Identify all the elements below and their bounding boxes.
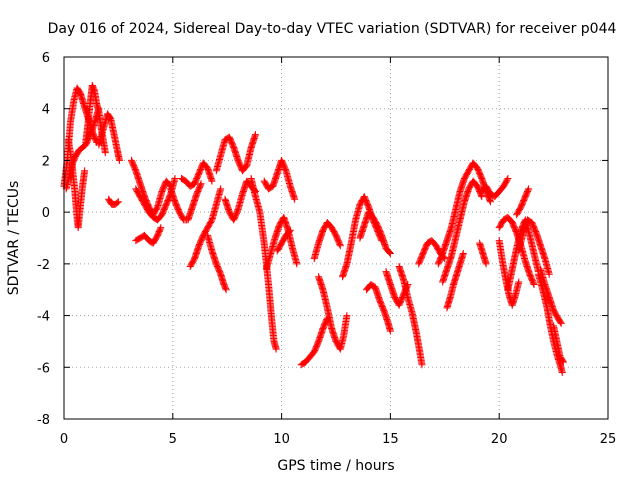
series-arc-24 <box>356 208 394 258</box>
data-point <box>293 260 301 268</box>
data-point <box>503 176 511 184</box>
data-point <box>557 319 565 327</box>
series-arc-13 <box>204 231 230 294</box>
series-arc-10 <box>167 180 205 224</box>
y-axis-label: SDTVAR / TECUs <box>6 181 22 296</box>
series-arc-41 <box>513 185 533 219</box>
series-arc-21 <box>310 218 344 263</box>
data-point <box>504 175 512 183</box>
data-point <box>272 345 280 353</box>
series-arc-25 <box>362 281 394 335</box>
data-point <box>291 195 299 203</box>
data-point <box>222 286 230 294</box>
series-arc-27 <box>395 262 426 369</box>
y-tick-label: 4 <box>42 103 50 118</box>
y-tick-label: -2 <box>37 258 50 273</box>
series-arc-08 <box>132 175 179 224</box>
data-point <box>336 242 344 250</box>
series-arc-37 <box>515 216 553 278</box>
data-point <box>530 281 538 289</box>
series-arc-05 <box>95 110 123 164</box>
y-tick-label: 6 <box>42 51 50 66</box>
series-arc-14 <box>212 131 259 175</box>
series-arc-17 <box>260 156 299 203</box>
data-point <box>557 318 565 326</box>
series-arc-30 <box>439 177 486 286</box>
data-point <box>336 240 344 248</box>
data-point <box>217 185 225 193</box>
data-point <box>101 149 109 157</box>
series-arc-32 <box>476 239 490 268</box>
data-point <box>386 327 394 335</box>
data-point <box>482 260 490 268</box>
series-arc-11 <box>178 159 216 190</box>
data-point <box>515 278 523 286</box>
y-tick-label: -8 <box>37 413 50 428</box>
x-tick-label: 5 <box>169 432 177 447</box>
series-arc-39 <box>537 265 565 327</box>
y-tick-label: 0 <box>42 206 50 221</box>
x-tick-label: 10 <box>273 432 290 447</box>
y-tick-label: 2 <box>42 154 50 169</box>
data-point <box>222 284 230 292</box>
data-point <box>477 191 485 199</box>
data-point <box>459 250 467 258</box>
data-point <box>157 224 165 232</box>
plot-frame <box>63 56 609 420</box>
data-point <box>529 279 537 287</box>
data-point <box>545 270 553 278</box>
data-point <box>156 225 164 233</box>
data-point <box>559 357 567 365</box>
series-arc-29 <box>434 159 494 268</box>
data-point <box>208 177 216 185</box>
y-tick-label: -4 <box>37 310 50 325</box>
y-tick-label: -6 <box>37 361 50 376</box>
data-point <box>386 248 394 256</box>
chart-title: Day 016 of 2024, Sidereal Day-to-day VTE… <box>48 21 617 37</box>
series-arc-12 <box>186 185 225 270</box>
data-point <box>525 185 533 193</box>
data-point <box>486 197 494 205</box>
data-series <box>60 81 567 376</box>
series-arc-20 <box>297 314 331 369</box>
data-point <box>197 181 205 189</box>
data-point <box>486 198 494 206</box>
series-arc-33 <box>478 175 512 201</box>
data-point <box>171 175 179 183</box>
data-point <box>251 131 259 139</box>
data-point <box>418 361 426 369</box>
data-point <box>115 156 123 164</box>
series-arc-34 <box>495 237 523 309</box>
data-point <box>559 358 567 366</box>
series-arc-09 <box>132 224 165 247</box>
series-arc-31 <box>443 250 467 312</box>
x-tick-label: 20 <box>491 432 508 447</box>
data-point <box>386 250 394 258</box>
data-point <box>558 368 566 376</box>
series-arc-07 <box>127 156 175 219</box>
data-point <box>343 312 351 320</box>
series-arc-03 <box>64 136 89 232</box>
x-tick-label: 0 <box>60 432 68 447</box>
series-arc-40 <box>550 322 567 366</box>
axis-ticks: 0 5 10 15 20 25 -8 -6 -4 -2 0 2 4 6 <box>37 51 616 447</box>
data-point <box>285 227 293 235</box>
data-point <box>81 167 89 175</box>
data-point <box>113 199 121 207</box>
data-point <box>286 226 294 234</box>
data-point <box>524 186 532 194</box>
data-point <box>197 180 205 188</box>
series-arc-06 <box>105 195 122 208</box>
series-arc-19 <box>273 226 294 255</box>
x-tick-label: 25 <box>600 432 617 447</box>
data-point <box>114 198 122 206</box>
x-axis-label: GPS time / hours <box>277 458 394 474</box>
series-arc-15 <box>221 177 259 224</box>
series-arc-22 <box>315 273 351 353</box>
x-tick-label: 15 <box>382 432 399 447</box>
